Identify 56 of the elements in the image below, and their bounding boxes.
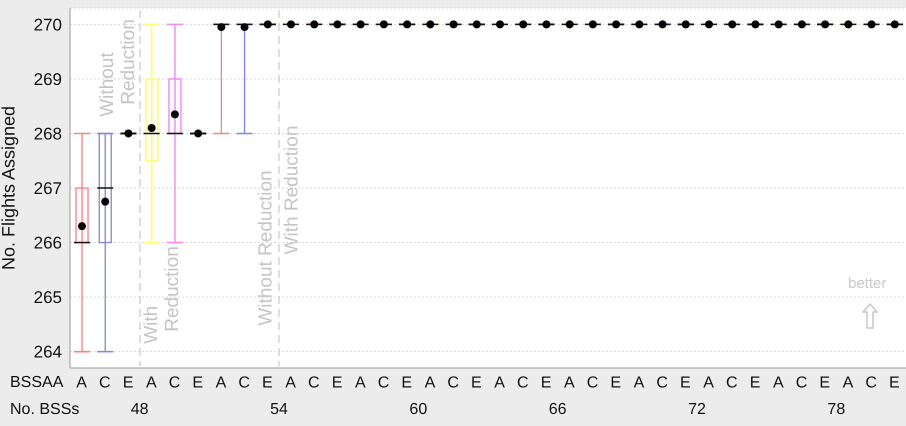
x-tick-label: E	[332, 374, 342, 392]
text: 72	[688, 401, 706, 419]
x-tick-label: E	[540, 374, 552, 392]
text: No. BSSs	[10, 401, 80, 419]
x-tick-label: C	[168, 374, 180, 392]
text: 78	[827, 401, 846, 419]
x-tick-label: A	[634, 374, 645, 392]
x-tick-label: E	[610, 374, 622, 392]
x-tick-label: E	[262, 374, 273, 392]
x-tick-label: A	[772, 374, 784, 392]
x-tick-label: E	[471, 374, 482, 392]
x-tick-label: E	[750, 374, 760, 392]
x-axis-title: BSSAA	[10, 374, 64, 392]
x-tick-label: A	[285, 374, 296, 392]
y-tick-label: 268	[34, 124, 62, 144]
x-tick-label: A	[76, 374, 88, 392]
y-tick-label: 270	[34, 15, 62, 34]
x-tick-label: C	[447, 374, 459, 392]
annotation: Without Reduction	[96, 19, 139, 117]
x-tick-label: C	[586, 374, 598, 392]
x-tick-label: E	[401, 374, 412, 392]
x-tick-label: C	[308, 374, 320, 392]
x-tick-label: C	[865, 374, 877, 392]
y-tick-label: 266	[34, 234, 62, 253]
annotation: With Reduction	[140, 246, 183, 344]
x-tick-label: A	[216, 374, 227, 392]
x-tick-label: A	[354, 374, 366, 392]
x-tick-label: C	[517, 374, 529, 392]
x-tick-label: A	[494, 374, 506, 392]
text: 48	[130, 401, 149, 419]
annotation: With Reduction	[282, 126, 302, 254]
x-tick-label: E	[122, 374, 134, 392]
x-tick-label: E	[680, 374, 691, 392]
x-tick-label: C	[238, 374, 250, 392]
text: 60	[409, 401, 428, 419]
x-tick-label: A	[564, 374, 575, 392]
x-tick-label: E	[819, 374, 830, 392]
text: 54	[270, 401, 288, 419]
x-tick-label: C	[726, 374, 738, 392]
x-tick-label: E	[192, 374, 204, 392]
x-tick-label: C	[656, 374, 668, 392]
annotation: Without Reduction	[256, 170, 276, 326]
y-tick-label: 269	[34, 70, 62, 89]
x-tick-label: A	[424, 374, 436, 392]
x-tick-label: A	[146, 374, 157, 392]
x-tick-label: E	[889, 374, 900, 392]
x-tick-label: C	[99, 374, 111, 392]
y-tick-label: 265	[34, 288, 62, 308]
x-tick-label: A	[842, 374, 854, 392]
x-tick-label: C	[796, 374, 808, 392]
y-tick-label: 267	[34, 179, 62, 198]
x-tick-label: C	[378, 374, 390, 392]
x-tick-label: A	[703, 374, 714, 392]
y-axis-title: No. Flights Assigned	[0, 106, 18, 270]
text: 66	[548, 401, 567, 419]
y-tick-label: 264	[34, 342, 62, 362]
